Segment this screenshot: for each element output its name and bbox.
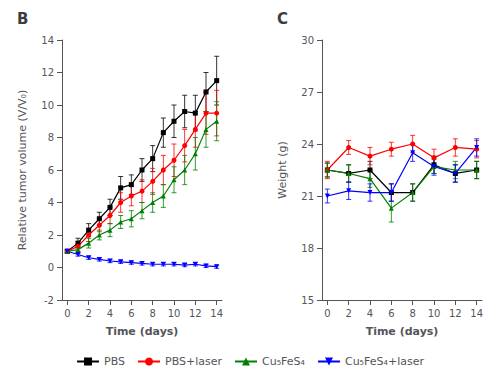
svg-text:14: 14 — [470, 308, 483, 319]
svg-text:6: 6 — [128, 308, 134, 319]
svg-text:12: 12 — [41, 67, 54, 78]
svg-text:2: 2 — [48, 230, 54, 241]
svg-text:B: B — [17, 10, 28, 28]
svg-text:0: 0 — [64, 308, 70, 319]
svg-text:10: 10 — [168, 308, 181, 319]
svg-text:6: 6 — [388, 308, 394, 319]
svg-text:4: 4 — [367, 308, 373, 319]
svg-text:0: 0 — [48, 262, 54, 273]
svg-text:14: 14 — [41, 35, 54, 46]
svg-text:8: 8 — [48, 132, 54, 143]
svg-text:Time (days): Time (days) — [106, 325, 179, 338]
svg-text:Cu₅FeS₄: Cu₅FeS₄ — [262, 355, 306, 368]
svg-text:-2: -2 — [44, 295, 54, 306]
svg-text:24: 24 — [301, 139, 314, 150]
svg-text:30: 30 — [301, 35, 314, 46]
svg-text:2: 2 — [345, 308, 351, 319]
svg-text:2: 2 — [85, 308, 91, 319]
svg-text:4: 4 — [48, 197, 54, 208]
svg-text:6: 6 — [48, 165, 54, 176]
svg-text:Weight (g): Weight (g) — [276, 141, 289, 198]
svg-text:12: 12 — [449, 308, 462, 319]
svg-text:10: 10 — [41, 100, 54, 111]
svg-text:14: 14 — [210, 308, 223, 319]
svg-text:PBS+laser: PBS+laser — [165, 355, 222, 368]
svg-text:18: 18 — [301, 243, 314, 254]
svg-text:Cu₅FeS₄+laser: Cu₅FeS₄+laser — [345, 355, 424, 368]
svg-text:10: 10 — [428, 308, 441, 319]
svg-text:8: 8 — [409, 308, 415, 319]
svg-text:0: 0 — [324, 308, 330, 319]
svg-text:PBS: PBS — [104, 355, 125, 368]
svg-text:Relative tumor volume (V/V₀): Relative tumor volume (V/V₀) — [16, 90, 29, 251]
svg-text:4: 4 — [107, 308, 113, 319]
svg-text:C: C — [277, 10, 288, 28]
svg-text:Time (days): Time (days) — [366, 325, 439, 338]
svg-text:8: 8 — [149, 308, 155, 319]
svg-text:12: 12 — [189, 308, 202, 319]
svg-text:27: 27 — [301, 87, 314, 98]
svg-text:15: 15 — [301, 295, 314, 306]
svg-text:21: 21 — [301, 191, 314, 202]
